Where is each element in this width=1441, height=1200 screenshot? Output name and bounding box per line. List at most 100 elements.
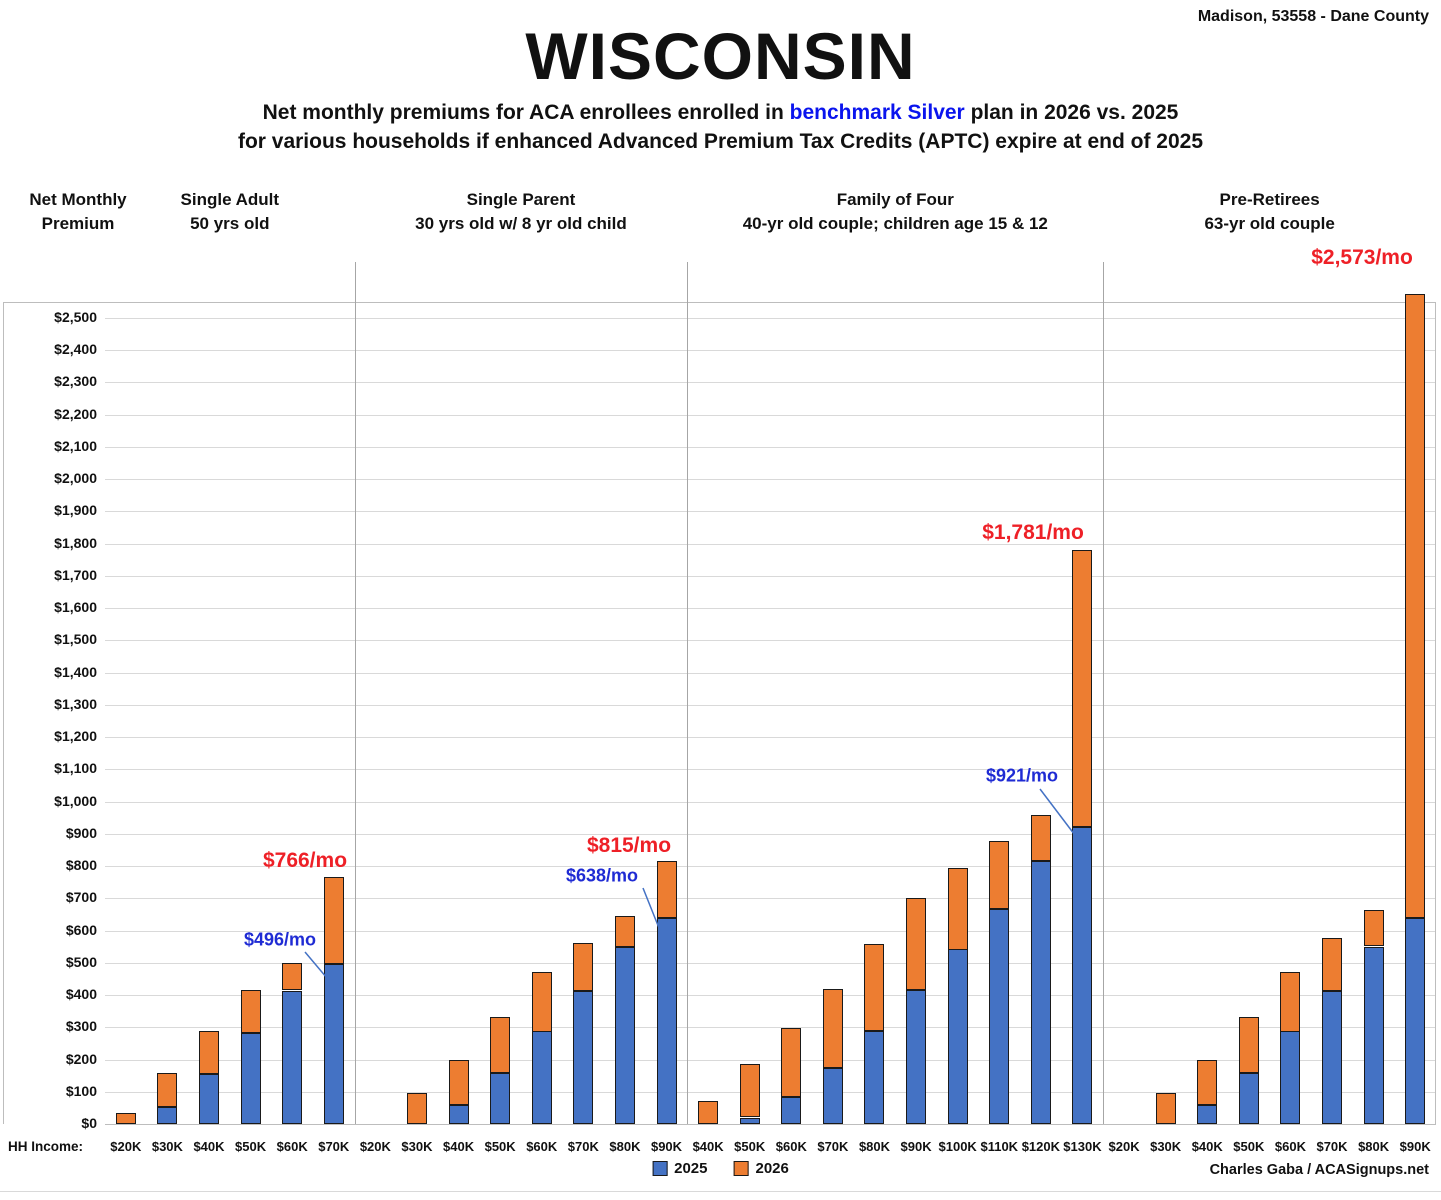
group-title-line1: Single Parent bbox=[466, 190, 576, 209]
gridline bbox=[105, 511, 1436, 513]
x-axis-tick-label: $90K bbox=[650, 1139, 683, 1154]
bar-2026 bbox=[1405, 294, 1426, 919]
bar-2026 bbox=[906, 898, 927, 991]
group-separator bbox=[1103, 262, 1104, 1124]
gridline bbox=[105, 446, 1436, 448]
y-axis-tick-label: $800 bbox=[65, 857, 97, 874]
group-title-line2: 63-yr old couple bbox=[1204, 214, 1335, 233]
subtitle-highlight: benchmark Silver bbox=[789, 101, 965, 124]
bar-2025 bbox=[531, 1031, 552, 1124]
y-axis-tick-label: $2,100 bbox=[54, 437, 97, 454]
y-axis-tick-label: $600 bbox=[65, 921, 97, 938]
gridline bbox=[105, 898, 1436, 900]
legend-swatch-2025 bbox=[652, 1161, 668, 1176]
chart-subtitle-line2: for various households if enhanced Advan… bbox=[237, 130, 1204, 153]
bar-2026 bbox=[1030, 815, 1051, 862]
region-label: Madison, 53558 - Dane County bbox=[1197, 8, 1429, 25]
bar-2026 bbox=[448, 1059, 469, 1105]
bar-2026 bbox=[739, 1064, 760, 1118]
bar-2025 bbox=[906, 990, 927, 1124]
x-axis-tick-label: $80K bbox=[609, 1139, 641, 1154]
bar-2025 bbox=[448, 1105, 469, 1124]
group-title-line2: 40-yr old couple; children age 15 & 12 bbox=[742, 214, 1048, 233]
y-axis-tick-label: $1,900 bbox=[54, 502, 97, 519]
gridline bbox=[105, 382, 1436, 384]
gridline bbox=[105, 318, 1436, 319]
gridline bbox=[105, 1091, 1436, 1093]
bar-2025 bbox=[614, 947, 635, 1124]
y-axis-tick-label: $2,400 bbox=[54, 341, 97, 358]
bar-2026 bbox=[614, 916, 635, 948]
bar-2025 bbox=[822, 1068, 843, 1124]
y-axis-title: Net Monthly Premium bbox=[29, 190, 127, 233]
gridline bbox=[105, 543, 1436, 545]
bar-2025 bbox=[656, 918, 677, 1124]
y-axis-tick-label: $2,500 bbox=[54, 309, 97, 325]
gridline bbox=[105, 640, 1436, 642]
bar-2025 bbox=[989, 909, 1010, 1124]
bar-2025 bbox=[739, 1118, 760, 1124]
annotation-638: $638/mo bbox=[565, 865, 639, 886]
x-axis-tick-label: $50K bbox=[235, 1139, 267, 1154]
gridline bbox=[105, 1059, 1436, 1061]
group-title-4: Pre-Retirees 63-yr old couple bbox=[1204, 188, 1334, 236]
group-title-line1: Single Adult bbox=[180, 190, 280, 209]
bar-2025 bbox=[1405, 918, 1426, 1124]
plot-right-border bbox=[1435, 302, 1436, 1124]
bar-2025 bbox=[1197, 1105, 1218, 1124]
x-axis-tick-label: $110K bbox=[980, 1139, 1019, 1154]
group-title-line2: 50 yrs old bbox=[190, 214, 270, 233]
x-axis-tick-label: $20K bbox=[359, 1139, 391, 1154]
bar-2026 bbox=[1072, 549, 1093, 827]
x-axis-tick-label: $70K bbox=[1316, 1139, 1348, 1154]
chart-title: WISCONSIN bbox=[525, 19, 916, 93]
bar-2025 bbox=[240, 1033, 261, 1124]
bar-2026 bbox=[864, 944, 885, 1032]
group-title-line1: Pre-Retirees bbox=[1219, 190, 1320, 209]
x-axis-tick-label: $130K bbox=[1063, 1139, 1102, 1154]
x-axis-tick-label: $90K bbox=[1399, 1139, 1431, 1154]
bar-2025 bbox=[1238, 1073, 1259, 1124]
y-axis-tick-label: $1,800 bbox=[54, 534, 97, 551]
bar-2025 bbox=[1322, 991, 1343, 1124]
gridline bbox=[105, 704, 1436, 706]
gridline bbox=[105, 962, 1436, 964]
legend-item-2025: 2025 bbox=[652, 1160, 708, 1177]
bar-2026 bbox=[240, 990, 261, 1034]
bar-2025 bbox=[157, 1107, 178, 1124]
bar-2026 bbox=[198, 1031, 219, 1075]
bar-2026 bbox=[1322, 937, 1343, 991]
legend-item-2026: 2026 bbox=[733, 1160, 789, 1177]
bar-2026 bbox=[490, 1016, 511, 1073]
x-axis-tick-label: $30K bbox=[1150, 1139, 1182, 1154]
x-axis-tick-label: $100K bbox=[938, 1139, 977, 1154]
subtitle-text: plan in 2026 vs. 2025 bbox=[964, 101, 1179, 124]
gridline bbox=[105, 801, 1436, 803]
bar-2026 bbox=[282, 963, 303, 991]
gridline bbox=[105, 1027, 1436, 1029]
bar-2025 bbox=[1280, 1031, 1301, 1124]
bar-2026 bbox=[698, 1101, 719, 1125]
y-axis-tick-label: $2,200 bbox=[54, 405, 97, 422]
legend: 2025 2026 bbox=[652, 1160, 789, 1177]
legend-swatch-2026 bbox=[733, 1161, 749, 1176]
y-axis-tick-label: $2,300 bbox=[54, 373, 97, 390]
y-axis-tick-label: $1,100 bbox=[54, 760, 97, 777]
x-axis-tick-label: $40K bbox=[692, 1139, 724, 1154]
annotation-766: $766/mo bbox=[262, 849, 348, 872]
bar-2026 bbox=[115, 1113, 136, 1125]
y-axis-tick-label: $500 bbox=[65, 953, 97, 970]
legend-label: 2025 bbox=[674, 1160, 708, 1177]
credit-line: Charles Gaba / ACASignups.net bbox=[1209, 1162, 1429, 1178]
bar-2025 bbox=[323, 964, 344, 1124]
y-axis-tick-label: $0 bbox=[81, 1115, 97, 1131]
x-axis-tick-label: $50K bbox=[1233, 1139, 1265, 1154]
gridline bbox=[105, 575, 1436, 577]
annotation-815: $815/mo bbox=[586, 834, 672, 857]
x-axis-tick-label: $50K bbox=[734, 1139, 766, 1154]
bar-2025 bbox=[781, 1097, 802, 1124]
bar-2025 bbox=[864, 1031, 885, 1124]
bar-2026 bbox=[1280, 971, 1301, 1032]
bar-2026 bbox=[573, 943, 594, 992]
